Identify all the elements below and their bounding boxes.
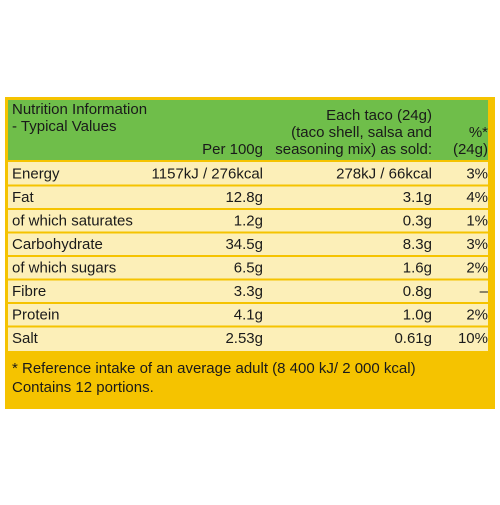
cell: Fibre: [12, 283, 46, 300]
cell: Energy: [12, 166, 60, 183]
cell: 1157kJ / 276kcal: [152, 166, 263, 183]
cell: 0.61g: [394, 330, 432, 347]
cell: 278kJ / 66kcal: [336, 166, 432, 183]
cell: –: [480, 283, 489, 300]
header-text: (taco shell, salsa and: [291, 124, 432, 141]
cell: 3.1g: [403, 189, 432, 206]
cell: 1.0g: [403, 307, 432, 324]
cell: 10%: [458, 330, 488, 347]
cell: 2.53g: [225, 330, 263, 347]
cell: 3%: [466, 166, 488, 183]
cell: of which saturates: [12, 213, 133, 230]
header-text: Each taco (24g): [326, 107, 432, 124]
cell: of which sugars: [12, 260, 116, 277]
cell: 3.3g: [234, 283, 263, 300]
cell: 2%: [466, 307, 488, 324]
cell: 4%: [466, 189, 488, 206]
cell: 34.5g: [225, 236, 263, 253]
cell: 1.2g: [234, 213, 263, 230]
footnote: Contains 12 portions.: [12, 379, 154, 396]
header-text: Per 100g: [202, 141, 263, 158]
cell: 4.1g: [234, 307, 263, 324]
cell: 6.5g: [234, 260, 263, 277]
cell: 1.6g: [403, 260, 432, 277]
cell: 0.3g: [403, 213, 432, 230]
header-text: - Typical Values: [12, 118, 117, 135]
cell: 0.8g: [403, 283, 432, 300]
cell: 8.3g: [403, 236, 432, 253]
header-text: seasoning mix) as sold:: [275, 141, 432, 158]
cell: Protein: [12, 307, 60, 324]
cell: 1%: [466, 213, 488, 230]
cell: 12.8g: [225, 189, 263, 206]
cell: Carbohydrate: [12, 236, 103, 253]
cell: Salt: [12, 330, 39, 347]
cell: 3%: [466, 236, 488, 253]
header-text: (24g): [453, 141, 488, 158]
header-text: Nutrition Information: [12, 101, 147, 118]
cell: Fat: [12, 189, 35, 206]
footnote: * Reference intake of an average adult (…: [12, 360, 416, 377]
header-text: %*: [469, 124, 488, 141]
header-band: [8, 100, 488, 160]
cell: 2%: [466, 260, 488, 277]
